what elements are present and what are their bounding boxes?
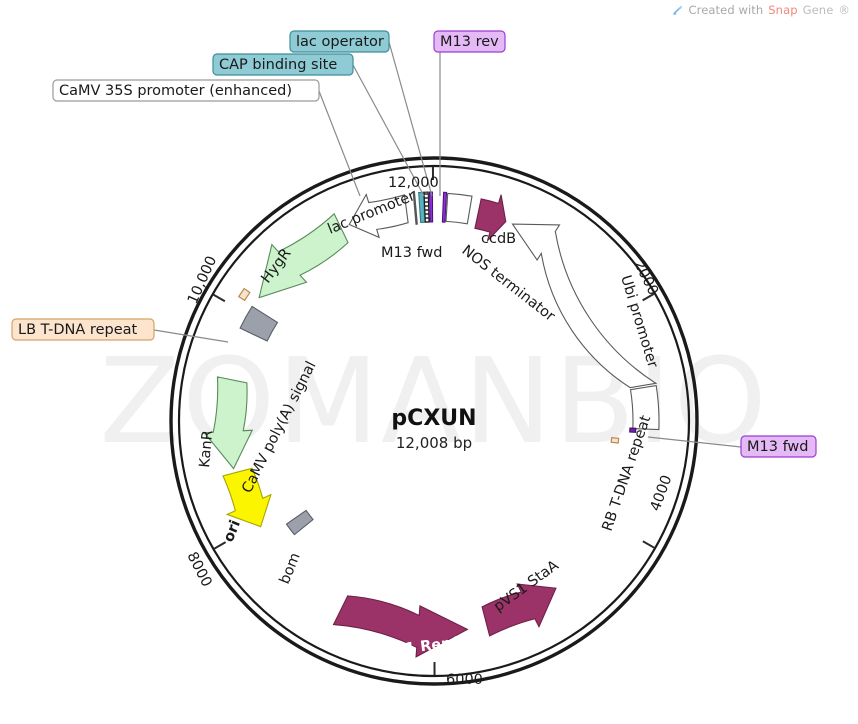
feature-ccdb[interactable] (474, 194, 507, 242)
feature-box-nos-terminator[interactable] (445, 192, 473, 225)
feature-ori[interactable] (222, 467, 272, 528)
snapgene-credit: Created with Snap Gene ® (672, 3, 850, 17)
label-ccdb: ccdB (481, 231, 516, 247)
tick-label-6000: 6000 (446, 672, 483, 688)
feature-tick-lac-promoter[interactable] (412, 190, 418, 225)
plasmid-center-title: pCXUN 12,008 bp (391, 406, 476, 452)
callout-m13-fwd-text: M13 fwd (747, 439, 808, 455)
feature-marker-lb-marker[interactable] (237, 287, 251, 302)
feature-box-bom[interactable] (285, 509, 314, 536)
feature-arrow-ccdb[interactable] (474, 194, 507, 242)
feature-camv-35s-promoter[interactable] (348, 193, 409, 239)
feature-m13-fwd-right[interactable] (629, 427, 637, 433)
credit-gene: Gene (802, 3, 834, 17)
feature-arrow-pvs1-staa[interactable] (481, 583, 557, 637)
feature-arrow-ori[interactable] (222, 467, 272, 528)
callout-m13-fwd-leader (647, 436, 742, 448)
credit-snap: Snap (768, 3, 798, 17)
callout-m13-rev-box[interactable] (433, 30, 506, 53)
feature-lac-operator[interactable] (423, 191, 430, 223)
callout-lac-operator-text: lac operator (296, 34, 384, 50)
feature-primer-m13-fwd-right[interactable] (629, 427, 637, 433)
feature-lac-promoter[interactable] (412, 190, 418, 225)
callout-cap-binding-site-box[interactable] (212, 53, 354, 76)
feature-arrow-camv-35s-promoter[interactable] (348, 193, 409, 239)
feature-box-camv-polya-signal[interactable] (239, 305, 279, 342)
plasmid-backbone (169, 156, 699, 686)
callout-camv-35s-leader (318, 90, 361, 197)
label-m13-fwd-top: M13 fwd (381, 245, 442, 261)
feature-ubi-promoter[interactable] (511, 223, 658, 389)
label-kanr: KanR (197, 430, 216, 469)
tick-marks (213, 166, 655, 676)
feature-hygr[interactable] (258, 212, 349, 299)
callout-cap-binding-site-text: CAP binding site (219, 57, 337, 73)
feature-bom[interactable] (285, 509, 314, 536)
callout-m13-rev-text: M13 rev (440, 34, 499, 50)
feature-arrow-ubi-promoter[interactable] (511, 223, 658, 389)
callout-lb-t-dna-repeat-text: LB T-DNA repeat (18, 322, 138, 338)
feature-m13-rev[interactable] (428, 191, 434, 223)
callout-labels[interactable]: CaMV 35S promoter (enhanced) CAP binding … (11, 30, 817, 458)
feature-primer-m13-fwd-top[interactable] (441, 191, 448, 223)
feature-pvs1-staa[interactable] (481, 583, 557, 637)
feature-pvs1-repa[interactable] (332, 595, 469, 658)
callout-cap-binding-site[interactable]: CAP binding site (212, 53, 354, 76)
feature-arrow-hygr[interactable] (258, 212, 349, 299)
feature-hatched-lac-operator[interactable] (423, 191, 430, 223)
credit-prefix: Created with (688, 3, 764, 17)
callout-cap-binding-site-leader (352, 64, 425, 197)
tick-label-10000: 10,000 (185, 254, 220, 307)
callout-lac-operator-leader (388, 41, 433, 197)
callout-camv-35s-box[interactable] (52, 79, 320, 102)
plasmid-size: 12,008 bp (396, 434, 472, 452)
label-bom: bom (277, 551, 304, 587)
feature-nos-terminator[interactable] (445, 192, 473, 225)
credit-registered-mark: ® (838, 3, 850, 17)
feature-lb-marker[interactable] (237, 287, 251, 302)
callout-lb-t-dna-repeat[interactable]: LB T-DNA repeat (11, 318, 155, 341)
feature-rb-marker[interactable] (610, 436, 620, 444)
callout-m13-fwd-box[interactable] (740, 435, 817, 458)
feature-primer-m13-rev[interactable] (428, 191, 434, 223)
tick-label-12000: 12,000 (388, 175, 439, 191)
callout-m13-rev[interactable]: M13 rev (433, 30, 506, 53)
plasmid-name: pCXUN (391, 406, 476, 431)
callout-camv-35s-text: CaMV 35S promoter (enhanced) (59, 83, 292, 99)
callout-lac-operator[interactable]: lac operator (289, 30, 390, 53)
feature-m13-fwd-top[interactable] (441, 191, 448, 223)
callout-lb-t-dna-repeat-box[interactable] (11, 318, 155, 341)
tick-label-4000: 4000 (648, 473, 676, 513)
feature-camv-polya-signal[interactable] (239, 305, 279, 342)
feature-shapes[interactable] (203, 190, 660, 658)
callout-m13-fwd[interactable]: M13 fwd (740, 435, 817, 458)
feature-kanr[interactable] (203, 376, 254, 470)
callout-lb-t-dna-repeat-leader (153, 329, 229, 343)
feature-arrow-pvs1-repa[interactable] (332, 595, 469, 658)
callout-lac-operator-box[interactable] (289, 30, 390, 53)
label-ori: ori (221, 518, 244, 544)
feature-marker-rb-marker[interactable] (610, 436, 620, 444)
snapgene-logo-icon (672, 5, 684, 17)
feature-arrow-kanr[interactable] (203, 376, 254, 470)
callout-camv-35s[interactable]: CaMV 35S promoter (enhanced) (52, 79, 320, 102)
callout-leader-lines (153, 41, 742, 448)
